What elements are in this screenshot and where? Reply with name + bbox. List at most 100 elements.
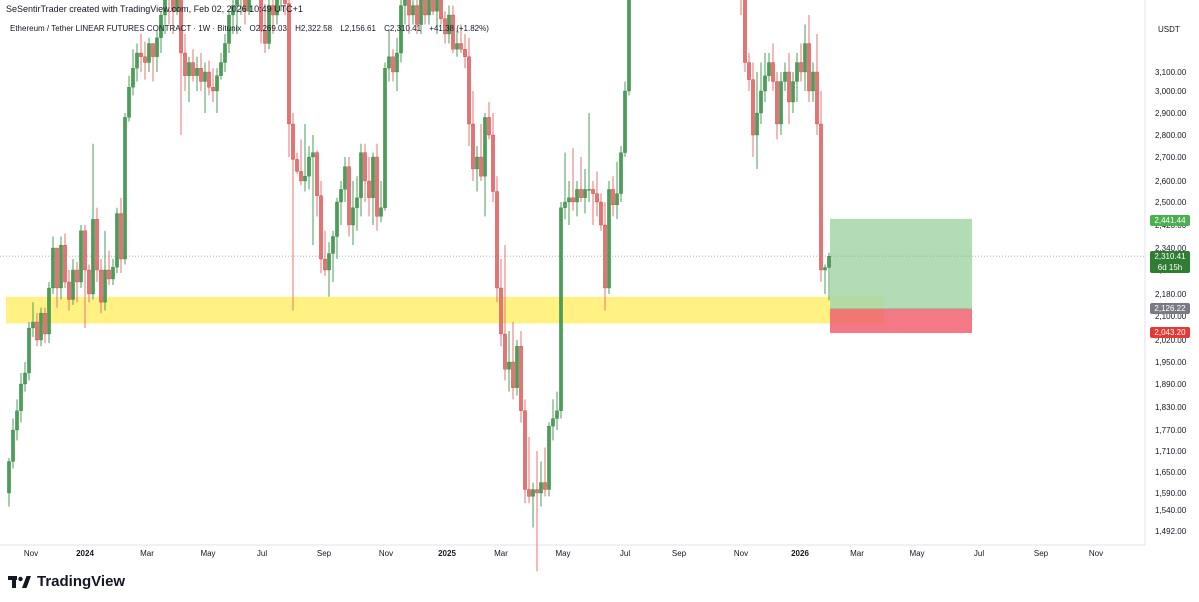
- candle-bullish: [767, 62, 771, 76]
- candle-bearish: [471, 123, 475, 170]
- candle-bullish: [235, 0, 239, 6]
- candle-bullish: [427, 0, 431, 16]
- y-tick-label: 2,180.00: [1155, 290, 1187, 299]
- x-tick-label: May: [200, 549, 215, 558]
- x-tick-label: Nov: [24, 549, 38, 558]
- y-tick-label: 1,890.00: [1155, 380, 1187, 389]
- candle-bullish: [267, 5, 271, 44]
- candle-bullish: [403, 0, 407, 6]
- candle-bearish: [751, 79, 755, 136]
- candle-bullish: [115, 213, 119, 268]
- candle-bullish: [607, 189, 611, 289]
- candle-bullish: [51, 247, 55, 289]
- candle-bullish: [39, 313, 43, 341]
- candle-bullish: [383, 68, 387, 208]
- candle-bearish: [771, 62, 775, 82]
- candle-bearish: [287, 3, 291, 125]
- candle-bullish: [47, 287, 51, 335]
- candle-bullish: [447, 14, 451, 35]
- candle-bearish: [151, 43, 155, 57]
- candle-bearish: [283, 0, 287, 4]
- symbol-name[interactable]: Ethereum / Tether LINEAR FUTURES CONTRAC…: [10, 24, 242, 33]
- candle-bearish: [207, 71, 211, 88]
- candle-bullish: [387, 56, 391, 69]
- candle-bearish: [291, 123, 295, 160]
- y-tick-label: 1,950.00: [1155, 358, 1187, 367]
- candle-bullish: [811, 71, 815, 92]
- candle-bearish: [191, 62, 195, 76]
- candle-bullish: [583, 189, 587, 198]
- y-tick-label: 1,650.00: [1155, 468, 1187, 477]
- candle-bearish: [599, 201, 603, 226]
- candle-bearish: [747, 62, 751, 80]
- candle-bullish: [155, 37, 159, 57]
- y-tick-label: 2,800.00: [1155, 131, 1187, 140]
- candle-bullish: [175, 0, 179, 12]
- candle-bearish: [299, 171, 303, 182]
- candle-bullish: [343, 166, 347, 190]
- candle-bearish: [523, 410, 527, 490]
- candle-bullish: [135, 52, 139, 69]
- candle-bullish: [355, 197, 359, 208]
- candle-bullish: [615, 193, 619, 206]
- candle-bullish: [351, 207, 355, 226]
- tradingview-logo-icon: [8, 575, 31, 588]
- x-tick-label: Nov: [1089, 549, 1103, 558]
- candle-bearish: [443, 18, 447, 35]
- candle-bullish: [187, 62, 191, 76]
- y-tick-label: 2,700.00: [1155, 153, 1187, 162]
- candle-bearish: [499, 287, 503, 335]
- candle-bullish: [231, 5, 235, 16]
- candle-bearish: [511, 361, 515, 388]
- candle-bullish: [539, 482, 543, 494]
- current-price-value: 2,310.41: [1154, 252, 1186, 261]
- candle-bullish: [411, 5, 415, 16]
- candle-bearish: [519, 346, 523, 411]
- candle-bearish: [487, 117, 491, 136]
- attribution-text: SeSentirTrader created with TradingView.…: [6, 4, 303, 14]
- stop-price-tag: 2,043.20: [1150, 327, 1190, 338]
- tradingview-branding[interactable]: TradingView: [8, 573, 125, 590]
- x-tick-label: 2026: [791, 549, 809, 558]
- candle-bearish: [43, 313, 47, 335]
- candle-bearish: [295, 159, 299, 172]
- brand-name: TradingView: [37, 573, 126, 590]
- ohlc-open: O2,269.03: [249, 24, 287, 33]
- candle-bullish: [551, 418, 555, 427]
- candle-bearish: [83, 230, 87, 271]
- candle-bullish: [827, 255, 831, 268]
- candle-bullish: [147, 43, 151, 63]
- candle-bullish: [627, 0, 631, 92]
- candle-bullish: [59, 244, 63, 289]
- x-tick-label: Nov: [734, 549, 748, 558]
- candle-bullish: [575, 189, 579, 203]
- candle-bearish: [467, 56, 471, 125]
- candle-bullish: [11, 429, 15, 462]
- candle-bearish: [535, 489, 539, 494]
- candle-bearish: [75, 269, 79, 283]
- candle-bearish: [199, 68, 203, 82]
- candle-bearish: [67, 281, 71, 300]
- candle-bullish: [7, 461, 11, 494]
- candle-bullish: [203, 71, 207, 82]
- candle-bearish: [611, 189, 615, 206]
- y-tick-label: 2,500.00: [1155, 198, 1187, 207]
- candle-bullish: [23, 372, 27, 385]
- candle-bullish: [331, 236, 335, 254]
- ohlc-low: L2,156.61: [340, 24, 376, 33]
- candle-bullish: [779, 81, 783, 125]
- candle-bullish: [563, 201, 567, 208]
- candle-bearish: [171, 0, 175, 12]
- candle-bearish: [503, 333, 507, 370]
- candle-bearish: [315, 152, 319, 196]
- candle-bullish: [783, 71, 787, 82]
- candle-bullish: [159, 14, 163, 38]
- candle-bullish: [395, 52, 399, 73]
- target-price-tag: 2,441.44: [1150, 215, 1190, 226]
- level-price-tag: 2,126.22: [1150, 303, 1190, 314]
- candle-bearish: [143, 56, 147, 63]
- x-tick-label: Sep: [672, 549, 687, 558]
- candle-bearish: [459, 43, 463, 50]
- candle-bullish: [339, 189, 343, 203]
